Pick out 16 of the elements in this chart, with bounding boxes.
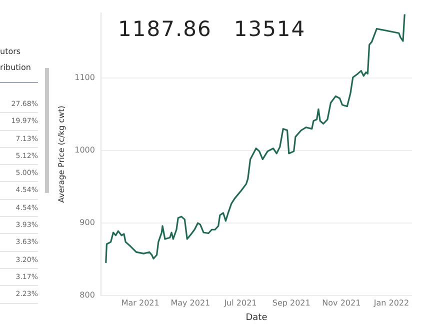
x-tick-label: Sep 2021 — [272, 298, 310, 308]
y-tick-label: 1100 — [74, 73, 95, 82]
x-tick-label: Nov 2021 — [322, 298, 361, 308]
annotation: 1187.86 — [118, 17, 212, 41]
y-tick-label: 900 — [80, 218, 95, 228]
x-tick-label: Mar 2021 — [121, 298, 160, 308]
x-tick-label: Jan 2022 — [372, 298, 410, 308]
x-tick-label: Jul 2021 — [223, 298, 257, 308]
y-axis-title: Average Price (c/kg cwt) — [56, 106, 66, 203]
text: ribution — [0, 62, 32, 74]
x-axis-title: Date — [246, 312, 268, 323]
text: utors — [0, 46, 22, 58]
y-tick-label: 800 — [80, 290, 95, 300]
y-tick-label: 1000 — [74, 146, 95, 155]
x-tick-label: May 2021 — [170, 298, 210, 308]
annotation: 13514 — [234, 17, 306, 41]
